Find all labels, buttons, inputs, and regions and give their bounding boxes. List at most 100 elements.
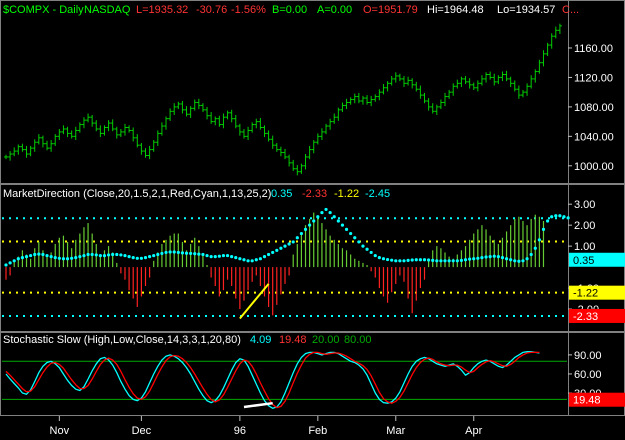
price-bar	[57, 128, 62, 141]
md-dot	[53, 256, 57, 260]
price-bar	[45, 140, 50, 151]
md-dot	[566, 216, 570, 220]
axis-tick-label: 1160.00	[574, 43, 613, 55]
price-panel: 1160.00 1120.00 1080.00 1040.00 1000.00 $COM…	[3, 4, 614, 176]
price-bar	[307, 145, 312, 160]
md-dot	[509, 258, 513, 262]
stoch-highlight-segment	[243, 401, 273, 409]
md-dot	[242, 258, 246, 262]
price-bar	[504, 70, 509, 82]
md-header: MarketDirection (Close,20,1.5,2,1,Red,Cy…	[3, 188, 390, 200]
md-dots	[4, 207, 570, 267]
price-bar	[24, 145, 29, 158]
md-dot	[193, 252, 197, 256]
md-dot	[435, 259, 439, 263]
price-bar	[270, 135, 275, 149]
stoch-value-4: 80.00	[344, 334, 372, 346]
md-dot	[12, 259, 16, 263]
md-dot	[447, 259, 451, 263]
md-dot	[324, 207, 328, 212]
md-dot	[16, 257, 20, 261]
header-ask: A=0.00	[317, 4, 352, 16]
price-bar	[53, 134, 58, 146]
price-bar	[520, 89, 525, 98]
header-extra: C...	[562, 4, 579, 16]
md-dot	[422, 258, 427, 262]
price-bar	[217, 115, 222, 127]
md-dot	[254, 258, 258, 262]
md-dot	[61, 257, 66, 261]
header-bid: B=0.00	[272, 4, 307, 16]
price-bar	[20, 143, 25, 152]
md-dot	[148, 255, 152, 259]
md-dot	[217, 254, 221, 258]
md-dot	[500, 256, 505, 260]
price-bar	[278, 146, 283, 157]
md-dot	[74, 256, 78, 260]
md-dot	[225, 253, 230, 258]
md-dot	[180, 251, 185, 255]
axis-tick-label: 1080.00	[574, 102, 614, 114]
axis-tick-label: 1000.00	[574, 161, 614, 173]
md-dot	[468, 257, 472, 261]
price-bar	[172, 103, 177, 115]
x-axis-label: Nov	[50, 425, 70, 437]
md-dot	[295, 236, 299, 240]
md-dot	[353, 236, 357, 240]
price-bar	[549, 33, 554, 49]
md-dot	[537, 238, 541, 242]
price-bars	[4, 23, 562, 176]
price-bar	[319, 128, 324, 141]
price-bar	[484, 72, 489, 83]
price-bar	[377, 89, 382, 101]
axis-tick-label: 1120.00	[574, 72, 613, 84]
md-dot	[336, 219, 340, 223]
md-dot	[250, 259, 254, 263]
price-bar	[241, 128, 246, 139]
axis-tick-label: 3.00	[574, 199, 595, 211]
price-bar	[426, 98, 431, 111]
price-bar	[541, 50, 546, 67]
price-bar	[254, 118, 259, 129]
price-bar	[143, 148, 148, 158]
md-dot	[49, 255, 53, 259]
price-bar	[496, 75, 501, 85]
price-bar	[545, 42, 550, 57]
price-bar	[250, 122, 255, 133]
price-bar	[110, 119, 115, 132]
axis-tick-label: 1040.00	[574, 131, 614, 143]
md-dot	[172, 250, 176, 254]
price-bar	[352, 93, 357, 104]
price-bar	[537, 59, 542, 74]
price-axis: 1160.00 1120.00 1080.00 1040.00 1000.00	[568, 43, 614, 173]
x-axis-label: Apr	[465, 425, 482, 437]
price-bar	[151, 140, 156, 152]
md-dot	[139, 256, 143, 260]
md-dot	[480, 256, 484, 260]
price-bar	[336, 107, 341, 121]
x-axis-label: 96	[234, 425, 246, 437]
price-bar	[475, 80, 480, 92]
price-bar	[200, 103, 205, 113]
price-bar	[118, 128, 123, 138]
md-dot	[340, 223, 345, 227]
md-dot	[398, 259, 402, 263]
price-bar	[32, 139, 37, 152]
md-level-lines	[2, 217, 567, 317]
price-bar	[61, 125, 66, 135]
stoch-right-labels: 19.48	[569, 392, 625, 407]
md-dot	[455, 259, 459, 263]
md-dot	[496, 255, 500, 259]
price-bar	[401, 75, 406, 88]
market-direction-panel: 3.002.001.00-1.00-2.00 0.35-1.22-2.33 Ma…	[2, 188, 625, 323]
price-bar	[287, 154, 292, 167]
right-value-label: 0.35	[573, 255, 594, 267]
md-dot	[484, 255, 488, 259]
md-dot	[221, 253, 226, 258]
md-dot	[152, 253, 156, 258]
right-value-label: -2.33	[573, 311, 598, 323]
header-symbol: $COMPX - Daily	[3, 4, 84, 16]
md-dot	[90, 252, 94, 257]
md-dot	[78, 255, 82, 259]
md-dot	[402, 259, 406, 263]
